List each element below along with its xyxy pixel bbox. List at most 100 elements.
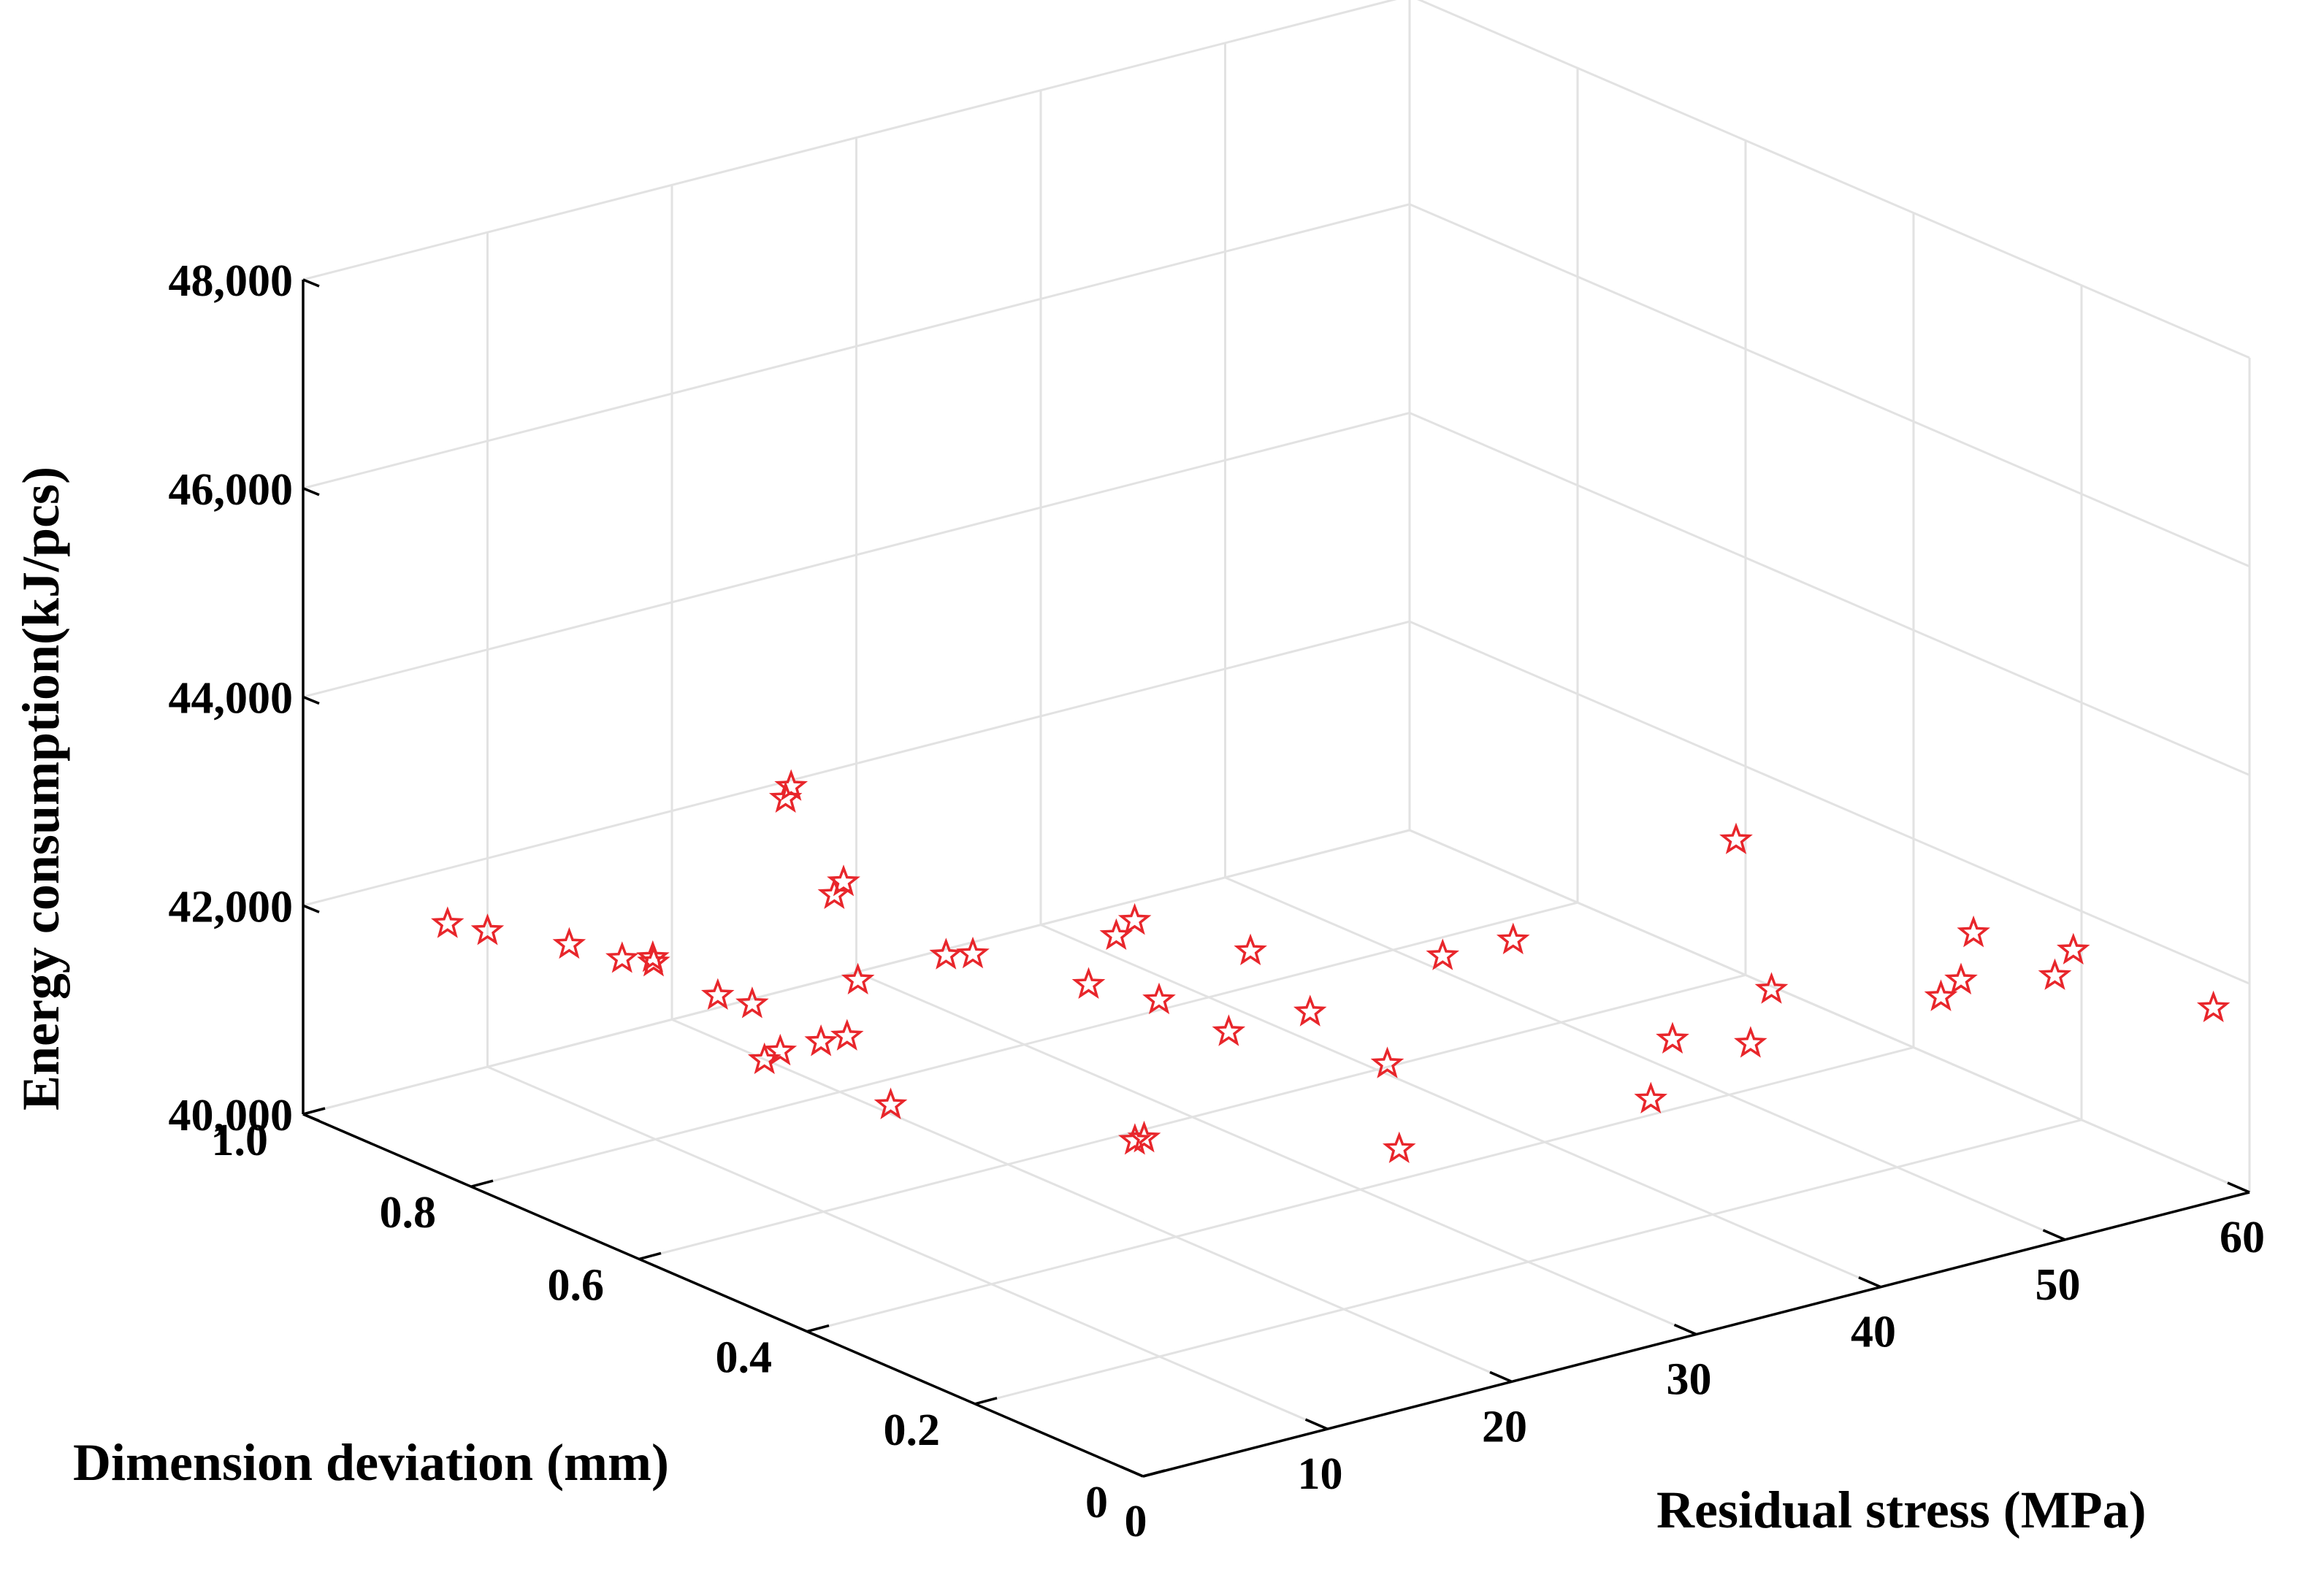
y-tick-mark <box>974 1397 998 1405</box>
data-point-star <box>552 927 586 959</box>
x-tick-label: 30 <box>1667 1355 1712 1405</box>
data-point-star <box>1656 1021 1689 1054</box>
floor-gridline-x <box>1224 876 2066 1241</box>
wall-gridline-z <box>302 0 1397 281</box>
floor-gridline-y <box>806 1046 1914 1333</box>
wall-gridline-z <box>1409 829 2250 1194</box>
x-tick-mark <box>2042 1229 2066 1241</box>
wall-gridline-z <box>302 620 1410 907</box>
data-point-star <box>1496 922 1530 955</box>
z-tick-label: 40,000 <box>169 1091 294 1140</box>
data-point-star <box>774 769 809 801</box>
data-point-star <box>2038 958 2072 990</box>
data-point-star <box>804 1024 838 1056</box>
data-point-star <box>1734 1026 1767 1058</box>
data-point-star <box>1099 918 1134 951</box>
grid-lines <box>302 0 2251 1478</box>
y-tick-label: 0.6 <box>548 1260 605 1310</box>
y-tick-mark <box>806 1324 830 1333</box>
z-tick-mark <box>302 487 320 496</box>
floor-gridline-y <box>638 973 1746 1260</box>
data-point-star <box>1142 982 1176 1015</box>
tick-labels: 0 10 20 30 40 50 60 0 0.2 0.4 0.6 0.8 1.040,000 42,00… <box>169 256 2266 1546</box>
data-point-star <box>830 1019 864 1051</box>
x-tick-label: 0 <box>1125 1497 1147 1546</box>
floor-gridline-x <box>855 971 1697 1335</box>
x-tick-mark <box>1120 1465 1144 1478</box>
data-point-star <box>1426 938 1460 970</box>
z-axis-title: Energy consumption(kJ/pcs) <box>12 467 70 1111</box>
data-point-star <box>1293 994 1327 1027</box>
y-axis-line <box>302 1113 1144 1478</box>
data-point-star <box>636 940 670 973</box>
data-point-star <box>701 978 735 1010</box>
data-point-star <box>841 962 875 995</box>
y-tick-label: 0 <box>1085 1478 1108 1527</box>
wall-gridline-z <box>1409 620 2250 985</box>
z-tick-label: 48,000 <box>169 256 294 306</box>
y-tick-label: 0.4 <box>716 1333 773 1383</box>
y-tick-mark <box>302 1107 326 1116</box>
x-tick-mark <box>1858 1276 1881 1289</box>
z-tick-label: 44,000 <box>169 674 294 724</box>
wall-gridline-z <box>1409 203 2250 568</box>
x-tick-label: 40 <box>1851 1308 1896 1357</box>
x-tick-label: 50 <box>2036 1260 2081 1310</box>
wall-gridline-z <box>1409 412 2250 776</box>
data-point-star <box>1754 972 1789 1004</box>
y-axis-title: Dimension deviation (mm) <box>73 1433 669 1492</box>
data-point-star <box>1212 1014 1246 1046</box>
data-point-star <box>2196 990 2231 1023</box>
y-tick-label: 0.2 <box>884 1405 941 1455</box>
floor-gridline-y <box>470 901 1578 1188</box>
x-tick-label: 60 <box>2220 1213 2265 1262</box>
data-point-star <box>763 1033 798 1066</box>
data-point-star <box>929 937 963 970</box>
wall-gridline-z <box>302 203 1410 490</box>
data-point-star <box>1117 902 1152 935</box>
z-tick-label: 46,000 <box>169 465 294 515</box>
y-tick-label: 0.8 <box>380 1188 437 1238</box>
data-point-star <box>956 936 990 969</box>
data-point-star <box>735 986 769 1019</box>
data-point-star <box>1957 915 1990 948</box>
y-tick-mark <box>638 1251 662 1261</box>
wall-gridline-z <box>1417 0 2250 359</box>
y-tick-label: 1.0 <box>212 1116 269 1165</box>
axis-titles: Residual stress (MPa) Dimension deviatio… <box>12 467 2147 1539</box>
data-point-star <box>605 941 639 973</box>
data-point-star <box>1127 1120 1161 1153</box>
floor-gridline-x <box>1040 924 1881 1289</box>
x-tick-label: 20 <box>1482 1402 1527 1451</box>
wall-gridline-z <box>302 412 1410 698</box>
x-tick-label: 10 <box>1298 1449 1343 1499</box>
data-point-star <box>2057 932 2090 965</box>
data-point-star <box>874 1087 908 1119</box>
floor-gridline-x <box>486 1065 1329 1430</box>
data-point-star <box>1118 1123 1152 1155</box>
x-tick-mark <box>1673 1323 1697 1336</box>
data-point-star <box>431 906 465 938</box>
x-tick-mark <box>2227 1181 2250 1194</box>
z-tick-label: 42,000 <box>169 882 294 932</box>
z-tick-mark <box>302 1113 320 1122</box>
z-tick-mark <box>302 904 320 913</box>
data-point-star <box>817 877 852 910</box>
x-axis-title: Residual stress (MPa) <box>1656 1481 2147 1539</box>
data-point-star <box>637 944 670 977</box>
data-point-star <box>827 864 860 897</box>
data-point-star <box>1071 967 1106 999</box>
data-point-star <box>1382 1131 1416 1164</box>
z-tick-mark <box>302 278 320 288</box>
floor-gridline-y <box>974 1119 2082 1405</box>
x-tick-mark <box>1304 1418 1329 1430</box>
y-tick-mark <box>1142 1469 1166 1478</box>
data-point-star <box>1924 979 1958 1011</box>
data-point-star <box>470 913 505 946</box>
x-tick-mark <box>1489 1370 1513 1383</box>
floor-gridline-x <box>671 1018 1513 1383</box>
data-point-star <box>1944 962 1978 994</box>
data-point-star <box>1634 1081 1668 1114</box>
data-point-star <box>1234 933 1267 966</box>
